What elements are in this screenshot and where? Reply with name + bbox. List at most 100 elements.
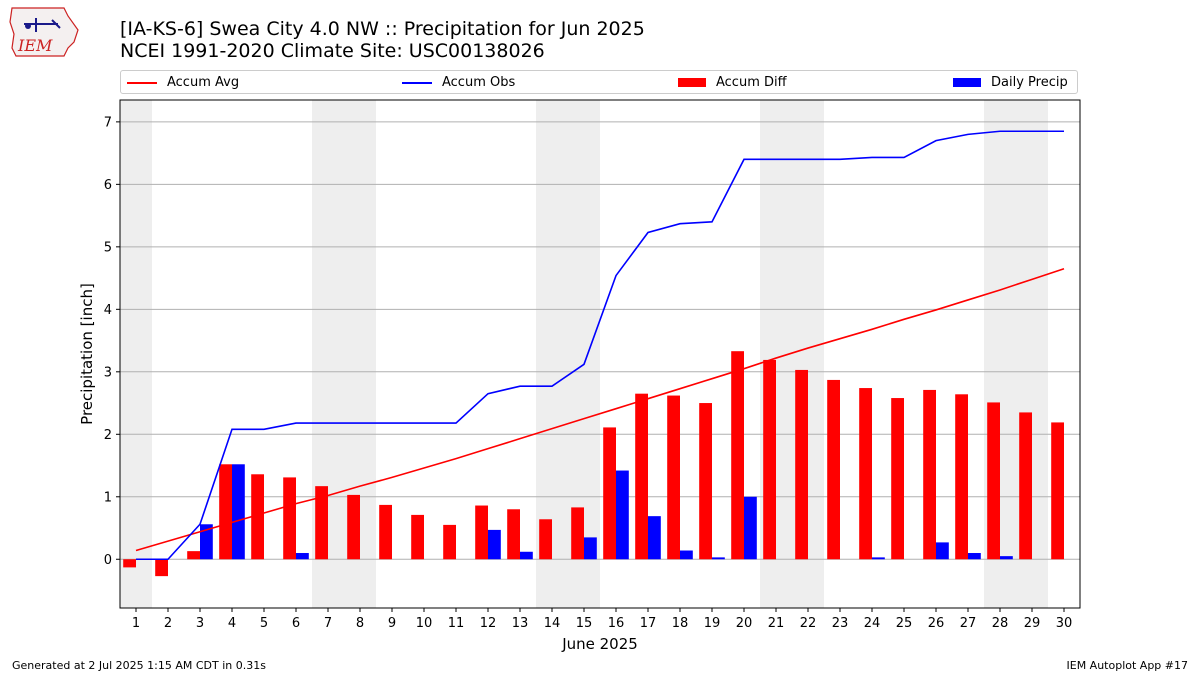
bar-accum-diff [795,369,808,560]
bar-daily-precip [872,557,885,560]
bar-accum-diff [827,379,840,560]
bar-accum-diff [731,351,744,560]
x-tick-label: 28 [992,616,1009,631]
x-tick-label: 20 [736,616,753,631]
y-tick-label: 5 [104,240,112,255]
bar-daily-precip [616,470,629,560]
bar-accum-diff [571,507,584,560]
bar-daily-precip [232,464,245,560]
legend-swatch-accum-diff [678,78,706,87]
bar-accum-diff [539,519,552,560]
x-tick-label: 3 [196,616,204,631]
x-tick-label: 1 [132,616,140,631]
legend-item-accum-avg: Accum Avg [127,74,239,92]
bar-accum-diff [155,559,168,577]
x-tick-label: 9 [388,616,396,631]
bar-accum-diff [443,524,456,560]
x-tick-label: 13 [512,616,529,631]
y-tick-label: 0 [104,553,112,568]
weekend-shade [120,100,152,608]
bar-accum-diff [667,395,680,560]
x-tick-label: 25 [896,616,913,631]
bar-accum-diff [763,359,776,560]
bar-accum-diff [987,402,1000,560]
bar-accum-diff [955,394,968,560]
bar-accum-diff [411,514,424,560]
bar-accum-diff [891,398,904,560]
bar-daily-precip [712,557,725,560]
bar-accum-diff [187,551,200,560]
bar-daily-precip [744,496,757,560]
x-tick-label: 21 [768,616,785,631]
legend-item-accum-obs: Accum Obs [402,74,515,92]
x-tick-label: 14 [544,616,561,631]
y-tick-label: 2 [104,428,112,443]
bar-daily-precip [200,524,213,560]
plot-frame [119,99,1081,609]
x-tick-label: 16 [608,616,625,631]
legend-label-accum-avg: Accum Avg [167,75,240,90]
svg-text:IEM: IEM [17,36,53,55]
x-tick-label: 5 [260,616,268,631]
bar-daily-precip [584,537,597,560]
x-tick-label: 23 [832,616,849,631]
legend-item-daily-precip: Daily Precip [953,74,1068,92]
y-tick-label: 6 [104,178,112,193]
x-tick-label: 7 [324,616,332,631]
x-tick-label: 27 [960,616,977,631]
bar-accum-diff [1051,422,1064,560]
bar-accum-diff [1019,412,1032,560]
bar-accum-diff [635,393,648,560]
x-tick-label: 18 [672,616,689,631]
x-axis-label: June 2025 [561,635,638,653]
bar-daily-precip [1000,556,1013,560]
x-tick-label: 29 [1024,616,1041,631]
bar-daily-precip [648,516,661,560]
x-tick-label: 12 [480,616,497,631]
x-tick-label: 22 [800,616,817,631]
bar-accum-diff [283,477,296,560]
y-tick-label: 1 [104,490,112,505]
y-axis-label: Precipitation [inch] [78,283,96,425]
y-tick-label: 4 [104,303,112,318]
bar-accum-diff [699,403,712,560]
bar-daily-precip [936,542,949,560]
line-accum-obs [136,130,1064,561]
bar-accum-diff [603,427,616,560]
bar-accum-diff [315,486,328,560]
iem-logo: IEM [9,7,79,57]
bar-accum-diff [475,505,488,560]
x-tick-label: 19 [704,616,721,631]
legend-swatch-accum-avg [127,81,157,84]
legend-label-accum-diff: Accum Diff [716,75,787,90]
x-tick-label: 30 [1056,616,1073,631]
chart-legend: Accum Avg Accum Obs Accum Diff Daily Pre… [120,70,1078,94]
legend-label-accum-obs: Accum Obs [442,75,516,90]
y-tick-label: 3 [104,365,112,380]
x-tick-label: 4 [228,616,236,631]
line-accum-avg [135,267,1065,552]
generated-timestamp: Generated at 2 Jul 2025 1:15 AM CDT in 0… [12,659,266,672]
chart-title: [IA-KS-6] Swea City 4.0 NW :: Precipitat… [120,18,645,40]
y-tick-label: 7 [104,115,112,130]
bar-daily-precip [680,550,693,560]
x-tick-label: 11 [448,616,465,631]
x-tick-label: 24 [864,616,881,631]
legend-swatch-daily-precip [953,78,981,87]
bar-accum-diff [923,389,936,560]
x-tick-label: 17 [640,616,657,631]
bar-accum-diff [251,474,264,560]
bar-daily-precip [488,529,501,560]
x-tick-label: 2 [164,616,172,631]
bar-accum-diff [347,494,360,560]
app-credit: IEM Autoplot App #17 [1066,659,1189,672]
x-tick-label: 8 [356,616,364,631]
bar-accum-diff [507,509,520,560]
legend-label-daily-precip: Daily Precip [991,75,1068,90]
x-tick-label: 10 [416,616,433,631]
legend-swatch-accum-obs [402,81,432,84]
legend-item-accum-diff: Accum Diff [678,74,787,92]
bar-accum-diff [379,504,392,560]
bar-accum-diff [859,388,872,560]
